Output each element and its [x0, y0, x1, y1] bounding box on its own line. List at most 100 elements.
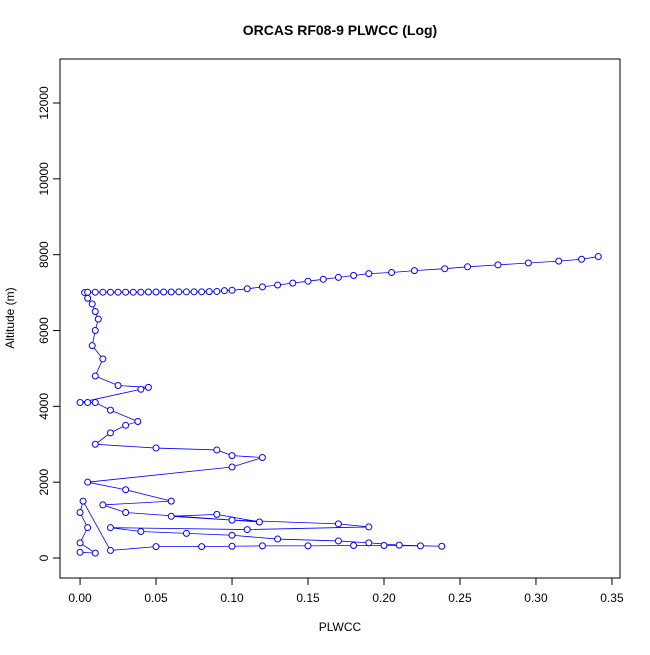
- data-point: [416, 542, 424, 550]
- data-point: [365, 523, 373, 531]
- data-point: [152, 444, 160, 452]
- data-point: [137, 288, 145, 296]
- data-point: [334, 273, 342, 281]
- data-point: [144, 288, 152, 296]
- data-point: [106, 429, 114, 437]
- chart-title: ORCAS RF08-9 PLWCC (Log): [243, 22, 437, 38]
- data-point: [555, 257, 563, 265]
- data-point: [91, 549, 99, 557]
- x-tick-label: 0.10: [220, 591, 244, 605]
- data-point: [167, 288, 175, 296]
- data-point: [198, 543, 206, 551]
- data-point: [84, 399, 92, 407]
- data-point: [79, 497, 87, 505]
- data-point: [99, 355, 107, 363]
- data-point: [88, 300, 96, 308]
- data-point: [175, 288, 183, 296]
- data-point: [91, 288, 99, 296]
- data-point: [380, 542, 388, 550]
- data-point: [122, 486, 130, 494]
- data-point: [228, 463, 236, 471]
- data-point: [88, 342, 96, 350]
- data-point: [350, 542, 358, 550]
- data-point: [213, 287, 221, 295]
- data-point: [410, 267, 418, 275]
- y-tick-label: 6000: [37, 317, 51, 344]
- data-point: [494, 261, 502, 269]
- data-point: [213, 446, 221, 454]
- x-tick-label: 0.35: [600, 591, 624, 605]
- data-point: [91, 372, 99, 380]
- data-point: [76, 509, 84, 517]
- data-point: [167, 512, 175, 520]
- data-point: [76, 399, 84, 407]
- data-point: [122, 509, 130, 517]
- data-point: [243, 526, 251, 534]
- data-point: [274, 535, 282, 543]
- data-point: [114, 288, 122, 296]
- data-point: [122, 421, 130, 429]
- data-point: [304, 277, 312, 285]
- data-point: [94, 315, 102, 323]
- data-point: [255, 518, 263, 526]
- x-tick-label: 0.20: [372, 591, 396, 605]
- data-point: [144, 383, 152, 391]
- data-point: [91, 399, 99, 407]
- data-point: [84, 288, 92, 296]
- y-tick-label: 10000: [37, 162, 51, 196]
- data-point: [106, 524, 114, 532]
- data-point: [304, 542, 312, 550]
- data-point: [334, 520, 342, 528]
- data-point: [129, 288, 137, 296]
- data-point: [114, 381, 122, 389]
- data-point: [365, 270, 373, 278]
- data-point: [228, 452, 236, 460]
- data-point: [91, 440, 99, 448]
- y-tick-label: 2000: [37, 469, 51, 496]
- data-point: [243, 285, 251, 293]
- data-point: [578, 255, 586, 263]
- data-point: [198, 288, 206, 296]
- data-point: [441, 265, 449, 273]
- data-point: [76, 548, 84, 556]
- x-tick-label: 0.30: [524, 591, 548, 605]
- x-axis-label: PLWCC: [319, 620, 362, 634]
- x-tick-label: 0.15: [296, 591, 320, 605]
- x-tick-label: 0.00: [68, 591, 92, 605]
- data-point: [289, 279, 297, 287]
- data-point: [258, 542, 266, 550]
- data-point: [438, 542, 446, 550]
- data-point: [464, 263, 472, 271]
- data-point: [91, 327, 99, 335]
- data-point: [205, 288, 213, 296]
- data-point: [137, 385, 145, 393]
- y-tick-label: 4000: [37, 393, 51, 420]
- data-point: [122, 288, 130, 296]
- data-point: [228, 286, 236, 294]
- y-tick-label: 8000: [37, 241, 51, 268]
- y-axis-label: Altitude (m): [3, 287, 17, 348]
- data-point: [106, 288, 114, 296]
- data-point: [319, 275, 327, 283]
- data-point: [258, 454, 266, 462]
- data-point: [84, 478, 92, 486]
- data-point: [365, 539, 373, 547]
- data-point: [84, 524, 92, 532]
- data-point: [84, 294, 92, 302]
- data-point: [213, 510, 221, 518]
- data-point: [334, 537, 342, 545]
- data-point: [99, 288, 107, 296]
- data-point: [134, 418, 142, 426]
- data-point: [190, 288, 198, 296]
- data-point: [106, 546, 114, 554]
- data-point: [220, 287, 228, 295]
- data-point: [152, 543, 160, 551]
- data-point: [350, 272, 358, 280]
- data-point: [395, 541, 403, 549]
- data-point: [137, 527, 145, 535]
- data-point: [182, 529, 190, 537]
- data-point: [182, 288, 190, 296]
- data-point: [160, 288, 168, 296]
